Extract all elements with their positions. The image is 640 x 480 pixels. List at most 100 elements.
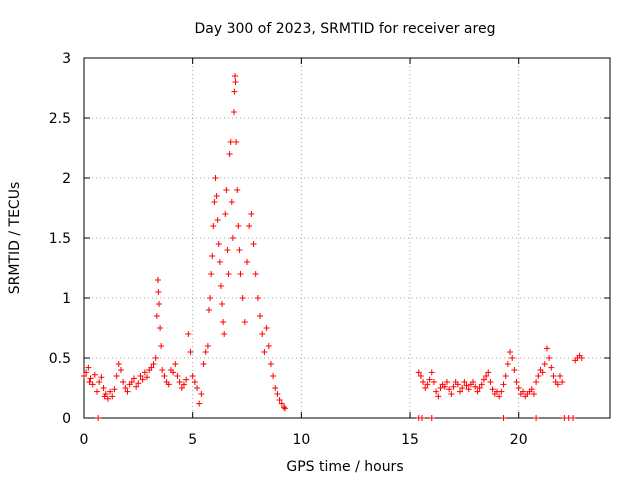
data-point [272, 385, 279, 391]
data-point [139, 376, 146, 383]
data-point [237, 271, 244, 277]
data-point [213, 193, 220, 199]
data-point [226, 151, 233, 157]
data-point [144, 374, 151, 381]
y-tick-label: 2.5 [49, 111, 71, 127]
data-point [265, 343, 272, 349]
data-point [137, 373, 144, 379]
plot-frame [83, 57, 611, 419]
data-point [254, 295, 261, 301]
data-point [470, 379, 477, 385]
data-point [415, 369, 422, 376]
data-point [420, 379, 427, 385]
data-point [513, 379, 520, 385]
data-point [502, 373, 509, 379]
data-point [219, 301, 226, 307]
data-point [155, 301, 162, 307]
data-point [487, 379, 494, 385]
data-point [86, 379, 93, 385]
data-point [113, 373, 120, 379]
data-point [548, 364, 555, 371]
data-point [196, 400, 203, 407]
data-point [282, 405, 289, 412]
data-point [239, 295, 246, 301]
y-tick-label: 0 [62, 411, 71, 427]
data-point [280, 404, 287, 411]
data-point [94, 388, 101, 395]
data-point [261, 349, 268, 355]
data-point [159, 367, 166, 373]
data-point [248, 211, 255, 217]
data-point [210, 223, 217, 229]
data-point [158, 343, 165, 349]
data-point [124, 388, 131, 395]
data-point [135, 380, 142, 387]
data-point [87, 375, 94, 382]
data-point [257, 313, 264, 319]
data-point [187, 349, 194, 355]
data-point [278, 400, 285, 407]
data-point [465, 386, 472, 393]
data-point [214, 217, 221, 223]
data-point [155, 289, 162, 295]
data-point [511, 367, 518, 373]
data-point [217, 283, 224, 289]
data-point [220, 319, 227, 325]
data-point [221, 331, 228, 337]
data-point [148, 364, 155, 371]
data-point [209, 253, 216, 259]
data-point [178, 385, 185, 391]
data-point [476, 385, 483, 391]
data-point [252, 271, 259, 277]
data-point [446, 386, 453, 393]
x-tick-label: 10 [292, 432, 310, 448]
data-point [152, 355, 159, 361]
plot-area-border [83, 57, 611, 419]
data-point [233, 139, 240, 145]
data-point [150, 361, 157, 367]
data-point [509, 355, 516, 361]
data-point [463, 382, 470, 389]
data-point [115, 361, 122, 367]
data-point [232, 73, 239, 79]
data-point [128, 379, 135, 385]
data-point [229, 235, 236, 241]
data-point [204, 343, 211, 349]
data-point [437, 385, 444, 391]
data-point [231, 88, 238, 95]
x-axis: 0 5 10 15 20 [80, 58, 528, 448]
data-point [153, 313, 160, 319]
data-point [172, 361, 179, 367]
data-point [270, 373, 277, 379]
data-points [81, 73, 585, 421]
data-point [578, 355, 585, 361]
y-tick-label: 3 [62, 51, 71, 67]
data-point [202, 349, 209, 355]
data-point [459, 385, 466, 391]
data-point [234, 187, 241, 193]
data-point [227, 139, 234, 145]
y-tick-label: 1.5 [49, 231, 71, 247]
data-point [83, 369, 90, 376]
data-point [133, 383, 140, 390]
y-axis-label: SRMTID / TECUs [7, 182, 23, 295]
data-point [232, 79, 239, 85]
grid [84, 58, 610, 418]
data-point [212, 175, 219, 181]
data-point [543, 345, 550, 352]
data-point [100, 385, 107, 391]
data-point [546, 355, 553, 361]
data-point [570, 415, 577, 421]
data-point [228, 199, 235, 205]
data-point [224, 247, 231, 253]
data-point [422, 385, 429, 391]
data-point [428, 369, 435, 376]
x-axis-label: GPS time / hours [286, 459, 403, 475]
data-point [130, 375, 137, 382]
data-point [198, 391, 205, 397]
data-point [520, 388, 527, 395]
data-point [418, 415, 425, 421]
data-point [539, 369, 546, 376]
data-point [96, 379, 103, 385]
x-tick-label: 5 [188, 432, 197, 448]
